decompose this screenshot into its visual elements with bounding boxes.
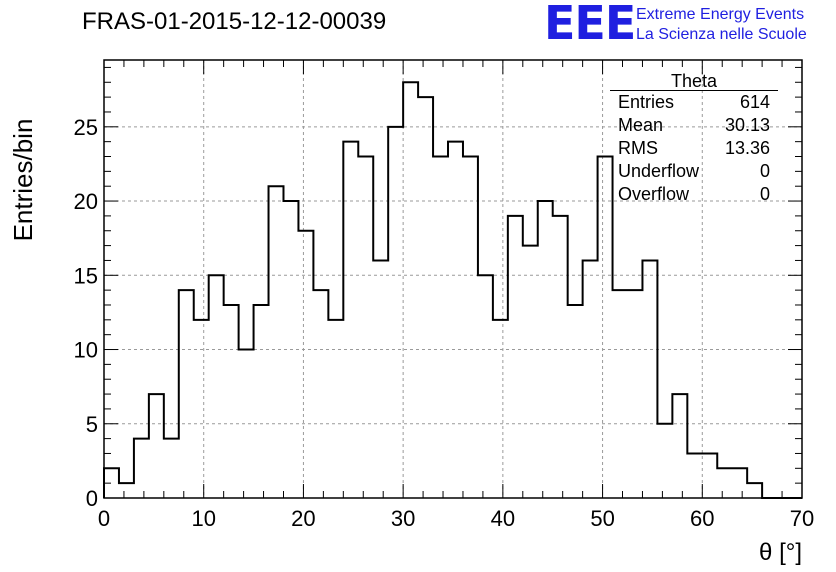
- stats-row-overflow: Overflow 0: [610, 183, 778, 206]
- x-tick-label: 10: [191, 506, 215, 531]
- stats-value: 0: [759, 184, 770, 204]
- stats-value: 30.13: [724, 115, 770, 135]
- y-tick-label: 15: [74, 263, 98, 288]
- y-tick-labels: 0 5 10 15 20 25: [74, 115, 98, 511]
- stats-row-mean: Mean 30.13: [610, 114, 778, 137]
- stats-title: Theta: [610, 70, 778, 91]
- logo-subtitle-2: La Scienza nelle Scuole: [636, 26, 807, 43]
- x-tick-label: 30: [391, 506, 415, 531]
- axis-ticks: [103, 60, 803, 499]
- x-tick-labels: 0 10 20 30 40 50 60 70: [98, 506, 814, 531]
- stats-value: 0: [759, 161, 770, 181]
- x-axis-title: θ [°]: [759, 539, 802, 566]
- y-tick-label: 0: [86, 486, 98, 511]
- y-tick-label: 25: [74, 115, 98, 140]
- stats-label: Mean: [618, 115, 664, 135]
- plot-frame: [103, 59, 803, 499]
- x-tick-label: 40: [491, 506, 515, 531]
- x-tick-label: 50: [590, 506, 614, 531]
- y-tick-label: 5: [86, 412, 98, 437]
- stats-label: Underflow: [618, 161, 700, 181]
- x-tick-label: 0: [98, 506, 110, 531]
- y-tick-label: 20: [74, 189, 98, 214]
- stats-box: Theta Entries 614 Mean 30.13 RMS 13.36 U…: [610, 70, 778, 206]
- stats-value: 13.36: [724, 138, 770, 158]
- y-tick-label: 10: [74, 338, 98, 363]
- stats-value: 614: [739, 92, 770, 112]
- y-axis-title: Entries/bin: [8, 119, 38, 242]
- chart-title: FRAS-01-2015-12-12-00039: [82, 8, 387, 35]
- x-tick-label: 20: [291, 506, 315, 531]
- eee-logo: EEE: [544, 0, 636, 50]
- x-tick-label: 60: [690, 506, 714, 531]
- stats-label: Entries: [618, 92, 675, 112]
- stats-label: Overflow: [618, 184, 690, 204]
- stats-label: RMS: [618, 138, 658, 158]
- stats-row-rms: RMS 13.36: [610, 137, 778, 160]
- logo-subtitle-1: Extreme Energy Events: [636, 6, 805, 23]
- stats-row-entries: Entries 614: [610, 91, 778, 114]
- stats-row-underflow: Underflow 0: [610, 160, 778, 183]
- histogram-outline: [103, 81, 802, 499]
- x-tick-label: 70: [790, 506, 814, 531]
